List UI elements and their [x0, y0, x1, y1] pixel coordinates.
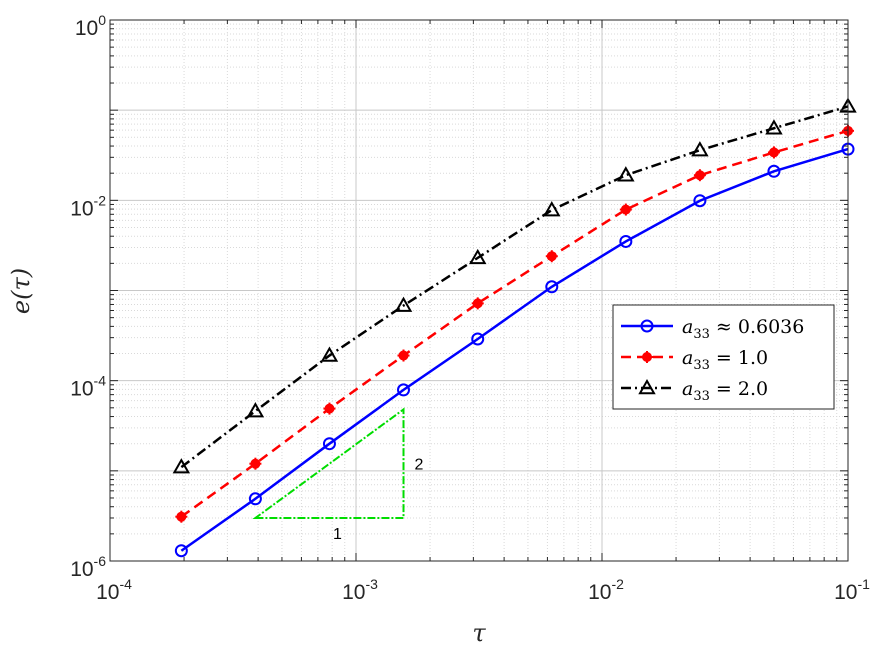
data-point-triangle — [691, 141, 709, 157]
y-tick-label-exponent: -2 — [94, 192, 107, 208]
legend-label: a33 = 1.0 — [682, 347, 768, 373]
legend-label-rest: = 1.0 — [710, 347, 768, 369]
data-point-triangle — [469, 248, 487, 265]
data-point-triangle — [172, 458, 191, 474]
x-tick-label-exponent: -1 — [857, 576, 870, 592]
data-point-circle — [174, 544, 188, 558]
data-point-circle — [471, 332, 485, 346]
y-tick-label: 10-2 — [70, 192, 106, 220]
data-point-triangle — [765, 119, 783, 135]
x-tick-label-exponent: -2 — [611, 576, 624, 592]
x-tick-label: 10-3 — [342, 576, 378, 604]
data-point-triangle — [543, 201, 561, 217]
legend-label: a33 = 2.0 — [682, 378, 768, 404]
legend-label: a33 ≈ 0.6036 — [682, 316, 804, 342]
x-tick-label-base: 10 — [588, 581, 611, 604]
y-tick-label-base: 10 — [70, 558, 93, 581]
x-tick-label: 10-2 — [588, 576, 624, 604]
x-tick-label: 10-1 — [834, 576, 870, 604]
y-tick-label-exponent: -4 — [94, 373, 107, 389]
x-tick-label-exponent: -4 — [119, 576, 132, 592]
x-tick-label-base: 10 — [342, 581, 365, 604]
y-tick-label: 100 — [75, 12, 106, 40]
data-point-circle — [640, 319, 654, 333]
slope-rise-label: 2 — [415, 457, 424, 474]
legend-entry-2: a33 = 1.0 — [621, 347, 768, 373]
legend-label-subscript: 33 — [693, 327, 710, 342]
legend-label-rest: ≈ 0.6036 — [710, 316, 804, 338]
data-point-circle — [397, 383, 411, 397]
data-point-triangle — [617, 166, 635, 182]
x-tick-label-base: 10 — [96, 581, 119, 604]
legend-label-main: a — [682, 316, 693, 338]
y-tick-label-exponent: 0 — [98, 12, 106, 28]
data-point-triangle — [394, 296, 413, 312]
data-point-triangle — [638, 378, 656, 395]
data-point-circle — [248, 492, 262, 506]
data-point-circle — [767, 164, 781, 178]
legend-label-subscript: 33 — [693, 358, 710, 373]
legend-entry-3: a33 = 2.0 — [621, 378, 768, 404]
y-tick-label-base: 10 — [70, 197, 93, 220]
legend-label-main: a — [682, 347, 693, 369]
y-tick-label-base: 10 — [70, 378, 93, 401]
series-line — [180, 147, 849, 552]
series-3 — [172, 97, 857, 474]
x-tick-label-exponent: -3 — [365, 576, 378, 592]
y-tick-label: 10-6 — [70, 553, 106, 581]
data-point-circle — [693, 194, 707, 208]
data-point-circle — [322, 437, 336, 451]
data-point-triangle — [246, 402, 265, 418]
legend-entry-1: a33 ≈ 0.6036 — [621, 316, 804, 342]
series-1 — [174, 142, 855, 558]
x-tick-label-base: 10 — [834, 581, 857, 604]
series-line — [180, 129, 849, 518]
x-tick-label: 10-4 — [96, 576, 132, 604]
data-point-triangle — [320, 346, 339, 362]
slope-triangle-outline — [252, 407, 405, 519]
x-axis-label: τ — [472, 619, 486, 647]
y-tick-label-exponent: -6 — [94, 553, 107, 569]
legend-label-rest: = 2.0 — [710, 378, 768, 400]
legend-label-subscript: 33 — [693, 389, 710, 404]
y-tick-label: 10-4 — [70, 373, 106, 401]
data-point-circle — [545, 280, 559, 294]
y-tick-label-base: 10 — [75, 17, 98, 40]
series-2 — [175, 124, 854, 523]
axis-ticks — [109, 19, 849, 562]
y-axis-label: e(τ) — [7, 268, 35, 314]
slope-triangle: 12 — [252, 407, 424, 543]
legend-label-main: a — [682, 378, 693, 400]
slope-run-label: 1 — [333, 526, 342, 543]
series-line — [180, 105, 849, 469]
series-layer — [172, 97, 857, 558]
data-point-circle — [619, 234, 633, 248]
